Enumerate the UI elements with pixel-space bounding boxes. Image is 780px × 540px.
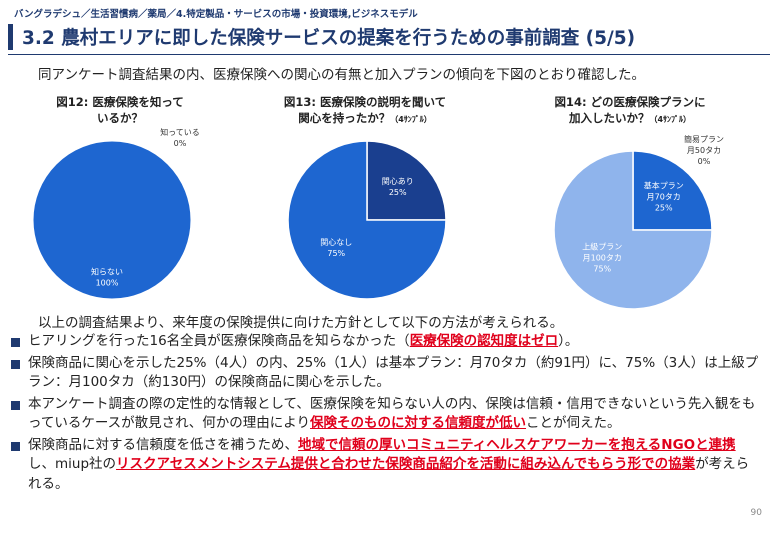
page-number: 90 — [750, 508, 762, 518]
chart-3-title-line2: 加入したいか？ — [568, 111, 650, 125]
chart-3-slice-2 — [553, 150, 713, 310]
chart-3-sample-note: （4ｻﾝﾌﾟﾙ） — [649, 115, 692, 124]
highlighted-text: 地域で信頼の厚いコミュニティヘルスケアワーカーを抱えるNGOと連携 — [298, 436, 736, 453]
bullet-text: ヒアリングを行った16名全員が医療保険商品を知らなかった（ — [28, 333, 410, 349]
chart-2-slice-1 — [287, 140, 447, 300]
chart-2-sample-note: （4ｻﾝﾌﾟﾙ） — [390, 115, 432, 124]
title-divider — [8, 54, 770, 55]
bullet-text: し、miup社の — [28, 456, 117, 472]
bullet-text: ）。 — [558, 333, 579, 349]
chart-2-slice-0-label: 関心あり — [382, 177, 414, 186]
chart-3-slice-2-label: 月100タカ — [583, 254, 622, 263]
chart-3-slice-1-label: 25% — [655, 203, 673, 212]
chart-1-ext-label-pct: 0% — [173, 139, 187, 148]
chart-3-ext-label: 簡易プラン 月50タカ 0% — [674, 134, 734, 167]
chart-1-slice-0-label: 100% — [96, 279, 119, 288]
bullet-text: 本アンケート調査の際の定性的な情報として、医療保険を知らない人の内、保険は信頼・… — [28, 395, 756, 432]
chart-2-slice-1-label: 75% — [327, 249, 345, 258]
bullet-item: 本アンケート調査の際の定性的な情報として、医療保険を知らない人の内、保険は信頼・… — [10, 395, 760, 434]
chart-3-slice-1-label: 月70タカ — [647, 192, 681, 201]
chart-1-slice-0 — [32, 140, 192, 300]
chart-3-ext-label-sub: 月50タカ — [686, 146, 722, 155]
chart-3-ext-label-pct: 0% — [697, 157, 711, 166]
chart-2-slice-1-label: 関心なし — [320, 238, 352, 247]
highlighted-text: 医療保険の認知度はゼロ — [409, 333, 559, 349]
chart-1-ext-label-name: 知っている — [160, 128, 200, 137]
bullet-text: 保険商品に関心を示した25%（4人）の内、25%（1人）は基本プラン：月70タカ… — [28, 354, 759, 391]
highlighted-text: リスクアセスメントシステム提供と合わせた保険商品紹介を活動に組み込んでもらう形で… — [116, 456, 696, 472]
chart-3-ext-label-name: 簡易プラン — [684, 135, 724, 144]
bullet-text: が考えられる。 — [28, 456, 750, 492]
chart-2-title: 図13: 医療保険の説明を聞いて 関心を持ったか？（4ｻﾝﾌﾟﾙ） — [245, 94, 485, 128]
bullet-square-icon — [11, 400, 20, 410]
intro-text: 同アンケート調査結果の内、医療保険への関心の有無と加入プランの傾向を下図のとおり… — [38, 67, 645, 83]
title-accent-bar — [8, 24, 13, 50]
chart-2-title-line2: 関心を持ったか？ — [298, 111, 391, 125]
bullet-square-icon — [11, 441, 20, 451]
chart-2-pie: 関心あり 25% 関心なし 75% — [287, 140, 447, 300]
bullet-text: ことが伺えた。 — [526, 415, 621, 431]
chart-3-slice-1 — [632, 150, 713, 231]
chart-3-title: 図14: どの医療保険プランに 加入したいか？（4ｻﾝﾌﾟﾙ） — [510, 94, 750, 128]
chart-1-ext-label: 知っている 0% — [150, 127, 210, 149]
chart-3-slice-1-label: 基本プラン — [644, 180, 684, 190]
page-title: 3.2 農村エリアに即した保険サービスの提案を行うための事前調査 (5/5) — [22, 28, 636, 49]
bullet-square-icon — [11, 338, 20, 347]
chart-2-title-line2-wrap: 関心を持ったか？（4ｻﾝﾌﾟﾙ） — [245, 110, 485, 128]
breadcrumb: バングラデシュ／生活習慣病／薬局／4.特定製品・サービスの市場・投資環境,ビジネ… — [14, 9, 418, 20]
chart-1-pie: 知らない 100% — [32, 140, 192, 300]
highlighted-text: 保険そのものに対する信頼度が低い — [310, 415, 527, 431]
chart-3-title-line1: 図14: どの医療保険プランに — [554, 95, 706, 109]
chart-1-title-line1: 図12: 医療保険を知って — [56, 95, 184, 109]
bullet-text: 保険商品に対する信頼度を低さを補うため、 — [28, 436, 298, 453]
chart-1-title: 図12: 医療保険を知って いるか？ — [30, 94, 210, 126]
bullet-item: 保険商品に関心を示した25%（4人）の内、25%（1人）は基本プラン：月70タカ… — [10, 354, 760, 393]
bullet-square-icon — [11, 359, 20, 369]
chart-2-slice-0 — [366, 140, 447, 221]
chart-1-slice-0-label: 知らない — [91, 267, 123, 277]
chart-3-slice-2-label: 上級プラン — [582, 242, 622, 252]
chart-2-title-line1: 図13: 医療保険の説明を聞いて — [283, 95, 447, 109]
chart-1-title-line2: いるか？ — [97, 111, 143, 125]
bullet-list: ヒアリングを行った16名全員が医療保険商品を知らなかった（医療保険の認知度はゼロ… — [10, 332, 760, 496]
chart-2-slice-0-label: 25% — [389, 188, 407, 197]
chart-3-title-line2-wrap: 加入したいか？（4ｻﾝﾌﾟﾙ） — [510, 110, 750, 128]
bullet-item: 保険商品に対する信頼度を低さを補うため、地域で信頼の厚いコミュニティヘルスケアワ… — [10, 436, 760, 495]
bullet-item: ヒアリングを行った16名全員が医療保険商品を知らなかった（医療保険の認知度はゼロ… — [10, 332, 760, 352]
chart-3-slice-2-label: 75% — [593, 265, 611, 274]
conclusion-text: 以上の調査結果より、来年度の保険提供に向けた方針として以下の方法が考えられる。 — [38, 315, 564, 331]
